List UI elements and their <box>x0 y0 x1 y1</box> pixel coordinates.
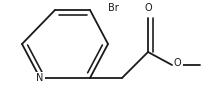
Text: Br: Br <box>108 3 119 13</box>
Text: O: O <box>174 58 182 68</box>
Text: O: O <box>144 3 152 13</box>
Text: N: N <box>36 73 44 83</box>
